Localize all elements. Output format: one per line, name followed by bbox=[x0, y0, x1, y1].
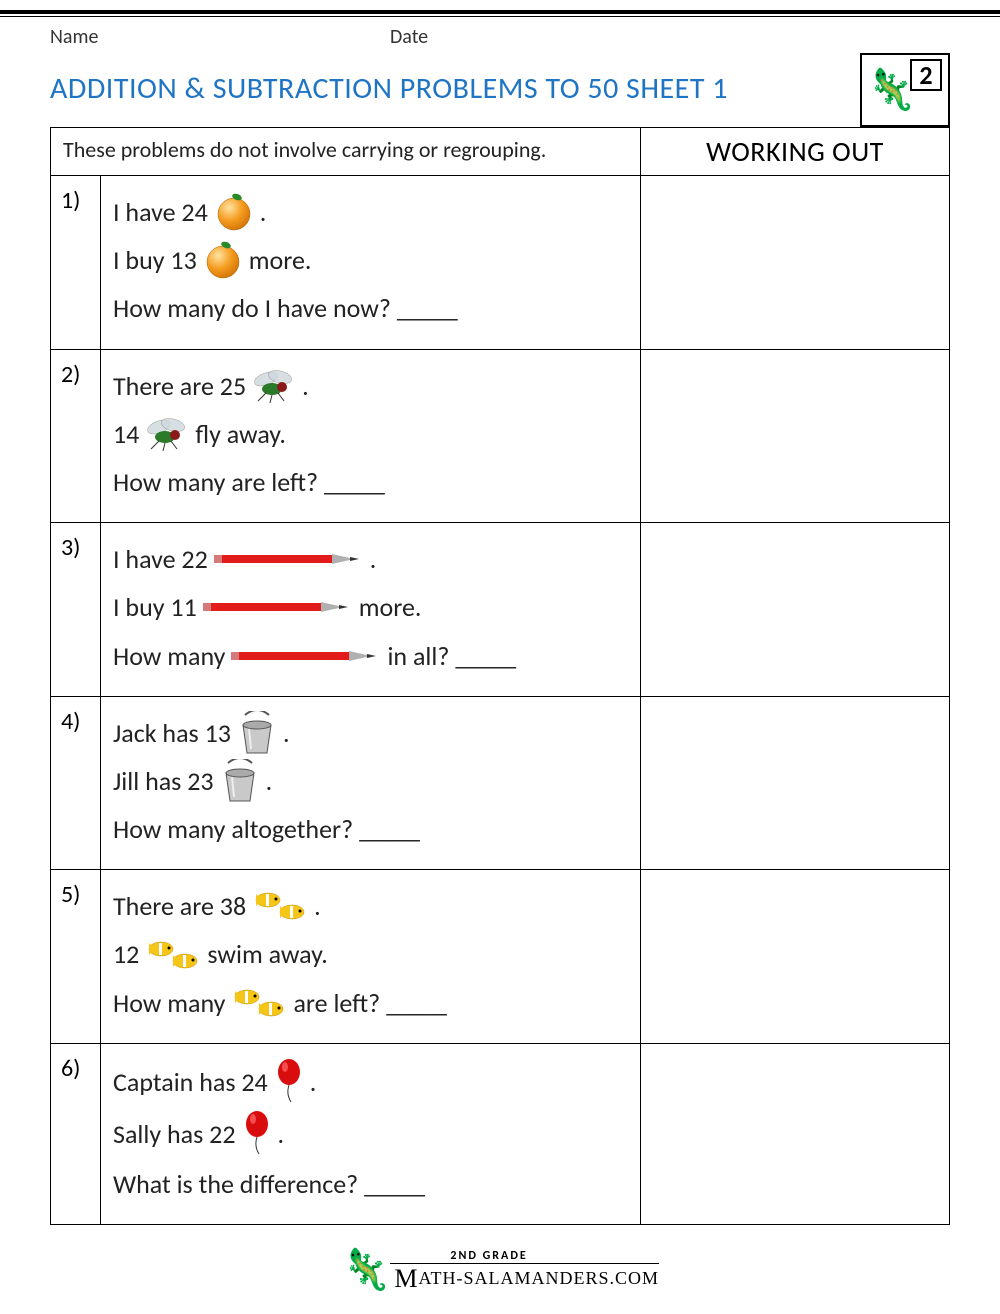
working-out-cell[interactable] bbox=[641, 696, 950, 870]
fish-icon bbox=[145, 937, 201, 973]
balloon-icon bbox=[242, 1110, 272, 1158]
problem-row: 5)There are 38 .12 bbox=[51, 870, 950, 1044]
orange-icon bbox=[214, 192, 254, 232]
grade-badge: 2 bbox=[910, 59, 942, 91]
pencil-icon bbox=[231, 647, 381, 665]
bucket-icon bbox=[237, 711, 277, 755]
answer-blank[interactable]: _____ bbox=[359, 807, 419, 851]
problem-text: I have 22 .I buy 11 more.How many in all… bbox=[101, 523, 641, 697]
footer-site-text: MATH-SALAMANDERS.COM bbox=[390, 1263, 659, 1294]
problem-text: There are 38 .12 bbox=[101, 870, 641, 1044]
balloon-icon bbox=[274, 1058, 304, 1106]
salamander-icon: 🦎 bbox=[341, 1245, 391, 1294]
fly-icon bbox=[252, 369, 296, 403]
problem-text: I have 24 .I buy 13 more.How many do I h… bbox=[101, 176, 641, 350]
answer-blank[interactable]: _____ bbox=[324, 460, 384, 504]
working-out-cell[interactable] bbox=[641, 523, 950, 697]
fly-icon bbox=[145, 417, 189, 451]
problem-row: 3)I have 22 .I buy 11 more.How many in a… bbox=[51, 523, 950, 697]
pencil-icon bbox=[214, 550, 364, 568]
problem-number: 4) bbox=[51, 696, 101, 870]
working-out-cell[interactable] bbox=[641, 349, 950, 523]
brand-logo: 🦎 2 bbox=[860, 53, 950, 127]
worksheet-page: Name Date ADDITION & SUBTRACTION PROBLEM… bbox=[0, 10, 1000, 1314]
working-out-header: WORKING OUT bbox=[641, 128, 950, 176]
problem-number: 5) bbox=[51, 870, 101, 1044]
answer-blank[interactable]: _____ bbox=[455, 634, 515, 678]
page-title: ADDITION & SUBTRACTION PROBLEMS TO 50 SH… bbox=[50, 64, 850, 117]
problem-row: 2)There are 25 .14 fly away.How many are… bbox=[51, 349, 950, 523]
answer-blank[interactable]: _____ bbox=[386, 981, 446, 1025]
pencil-icon bbox=[203, 598, 353, 616]
problem-number: 1) bbox=[51, 176, 101, 350]
problem-number: 3) bbox=[51, 523, 101, 697]
answer-blank[interactable]: _____ bbox=[397, 286, 457, 330]
problem-number: 6) bbox=[51, 1043, 101, 1224]
fish-icon bbox=[252, 888, 308, 924]
working-out-cell[interactable] bbox=[641, 176, 950, 350]
salamander-icon: 🦎 bbox=[866, 65, 916, 114]
problem-row: 4)Jack has 13 .Jill has 23 .How many alt… bbox=[51, 696, 950, 870]
problems-table: These problems do not involve carrying o… bbox=[50, 127, 950, 1225]
problem-row: 1)I have 24 .I buy 13 more.How many do I… bbox=[51, 176, 950, 350]
answer-blank[interactable]: _____ bbox=[364, 1162, 424, 1206]
problem-row: 6)Captain has 24 .Sally has 22 .What is … bbox=[51, 1043, 950, 1224]
working-out-cell[interactable] bbox=[641, 870, 950, 1044]
footer-grade-text: 2ND GRADE bbox=[390, 1249, 659, 1263]
problem-text: Captain has 24 .Sally has 22 .What is th… bbox=[101, 1043, 641, 1224]
page-footer: 🦎 2ND GRADE MATH-SALAMANDERS.COM bbox=[0, 1245, 1000, 1314]
orange-icon bbox=[203, 240, 243, 280]
header-row: Name Date bbox=[0, 17, 1000, 53]
problem-text: Jack has 13 .Jill has 23 .How many altog… bbox=[101, 696, 641, 870]
date-label: Date bbox=[390, 25, 950, 49]
problem-text: There are 25 .14 fly away.How many are l… bbox=[101, 349, 641, 523]
name-label: Name bbox=[50, 25, 390, 49]
working-out-cell[interactable] bbox=[641, 1043, 950, 1224]
fish-icon bbox=[231, 985, 287, 1021]
problem-number: 2) bbox=[51, 349, 101, 523]
bucket-icon bbox=[220, 759, 260, 803]
instructions-cell: These problems do not involve carrying o… bbox=[51, 128, 641, 176]
